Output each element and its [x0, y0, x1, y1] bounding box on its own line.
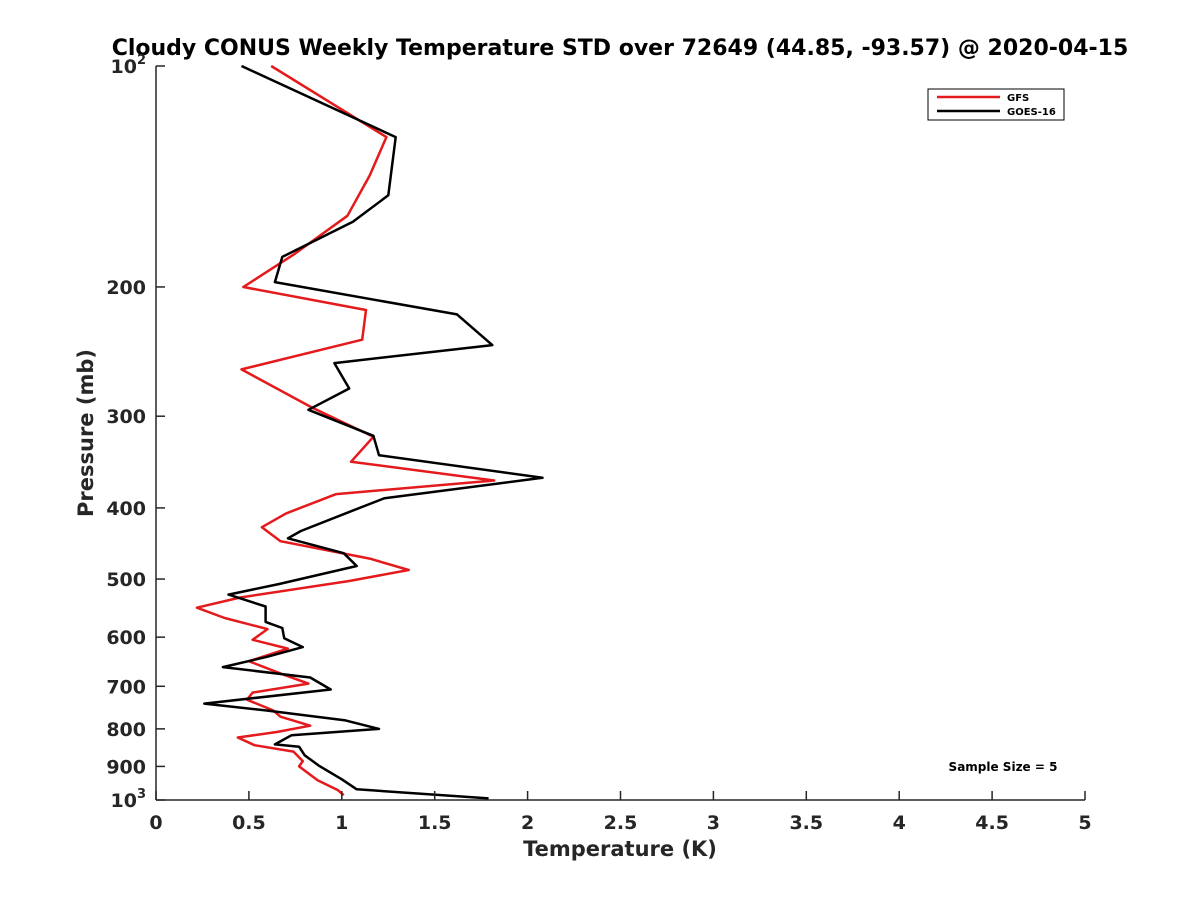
y-tick-label: 600 — [106, 627, 146, 649]
x-tick-label: 4 — [893, 812, 906, 834]
y-tick-label: 103 — [111, 787, 147, 812]
x-tick-label: 3.5 — [789, 812, 823, 834]
y-tick-label: 800 — [106, 719, 146, 741]
series-line-gfs — [195, 64, 496, 797]
axes-layer — [155, 66, 1085, 801]
x-tick-label: 2 — [521, 812, 534, 834]
x-tick-label: 1.5 — [418, 812, 452, 834]
y-tick-label: 200 — [106, 277, 146, 299]
x-tick-label: 0.5 — [232, 812, 266, 834]
legend-label-goes-16: GOES-16 — [1007, 107, 1056, 118]
x-tick-label: 3 — [707, 812, 720, 834]
y-tick-label: 300 — [106, 406, 146, 428]
chart-title: Cloudy CONUS Weekly Temperature STD over… — [112, 36, 1129, 61]
y-axis-ticks: 102 200 300 400 500 600 700 800 900 103 — [106, 53, 165, 812]
sample-size-annotation: Sample Size = 5 — [949, 760, 1058, 774]
legend-box — [927, 88, 1065, 121]
y-tick-label: 102 — [111, 53, 147, 78]
series-line-goes-16 — [203, 64, 544, 800]
x-tick-label: 1 — [335, 812, 348, 834]
y-tick-label: 400 — [106, 498, 146, 520]
series-layer — [195, 64, 544, 800]
x-tick-label: 4.5 — [975, 812, 1009, 834]
x-axis-ticks: 0 0.5 1 1.5 2 2.5 3 3.5 4 4.5 5 — [149, 791, 1092, 834]
y-tick-label: 500 — [106, 569, 146, 591]
x-tick-label: 2.5 — [604, 812, 638, 834]
x-tick-label: 0 — [149, 812, 162, 834]
y-axis-label: Pressure (mb) — [74, 349, 98, 517]
x-tick-label: 5 — [1078, 812, 1091, 834]
y-tick-label: 900 — [106, 756, 146, 778]
x-axis-label: Temperature (K) — [523, 837, 717, 861]
legend-label-gfs: GFS — [1007, 93, 1029, 104]
legend: GFS GOES-16 — [927, 88, 1065, 121]
y-tick-label: 700 — [106, 676, 146, 698]
